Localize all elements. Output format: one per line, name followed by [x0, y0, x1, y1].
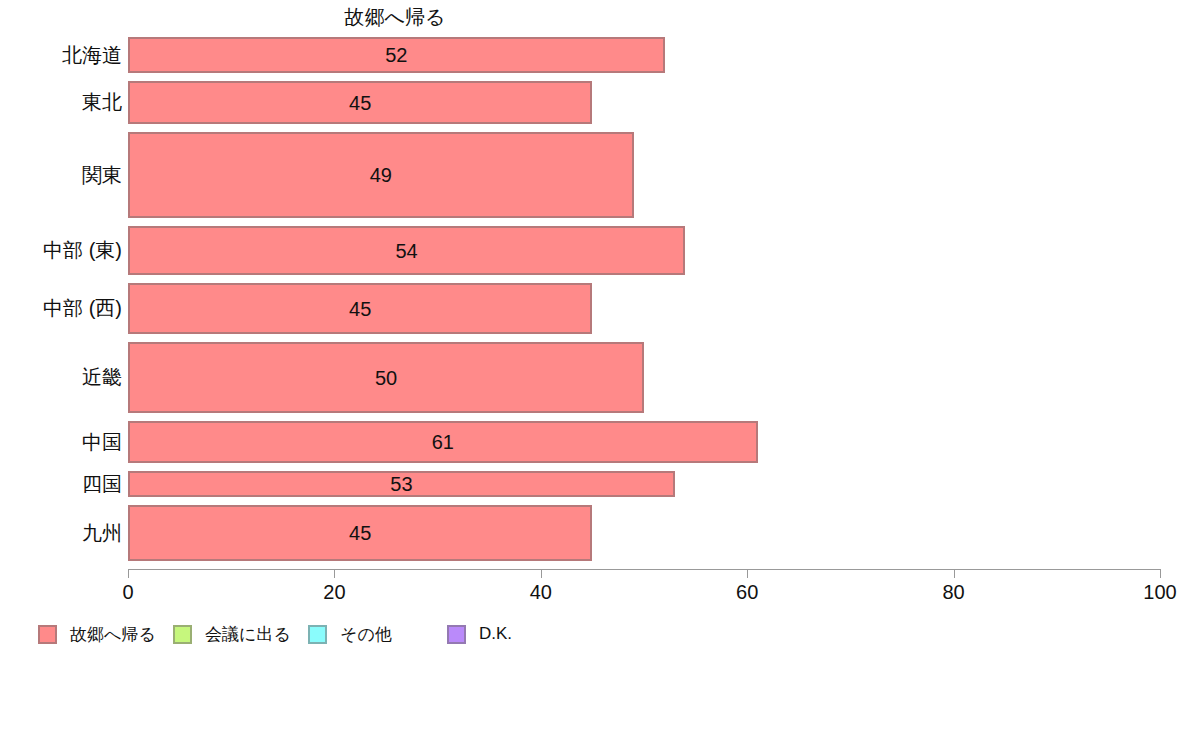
x-axis-tick — [334, 570, 335, 578]
category-label: 中部 (東) — [0, 226, 122, 275]
bar-1: 52 — [128, 37, 665, 73]
legend-item: 会議に出る — [173, 622, 291, 646]
bar-value-label: 53 — [390, 474, 412, 494]
bar-value-label: 49 — [370, 165, 392, 185]
x-axis-tick — [541, 570, 542, 578]
category-label: 九州 — [0, 505, 122, 561]
x-axis-tick-label: 20 — [309, 581, 359, 604]
legend-label: 故郷へ帰る — [70, 623, 156, 646]
legend-item: D.K. — [447, 622, 512, 646]
x-axis-tick — [954, 570, 955, 578]
category-label: 四国 — [0, 471, 122, 497]
legend-item: 故郷へ帰る — [38, 622, 156, 646]
bar-value-label: 61 — [432, 432, 454, 452]
legend-label: その他 — [340, 623, 392, 646]
x-axis-tick-label: 60 — [722, 581, 772, 604]
category-label: 中国 — [0, 421, 122, 463]
category-label: 北海道 — [0, 37, 122, 73]
bar-9: 45 — [128, 505, 592, 561]
bar-3: 49 — [128, 132, 634, 218]
bar-5: 45 — [128, 283, 592, 334]
legend-swatch-icon — [447, 625, 466, 644]
chart-title: 故郷へ帰る — [255, 4, 535, 31]
category-label: 関東 — [0, 132, 122, 218]
bar-value-label: 45 — [349, 299, 371, 319]
x-axis-tick — [128, 570, 129, 578]
x-axis-tick — [747, 570, 748, 578]
x-axis-tick-label: 0 — [103, 581, 153, 604]
category-label: 近畿 — [0, 342, 122, 413]
legend-swatch-icon — [173, 625, 192, 644]
bar-chart: 故郷へ帰る 北海道 52 東北 45 関東 49 中部 (東) 54 中部 (西) 45 近畿 50 中… — [0, 0, 1188, 736]
legend-label: D.K. — [479, 624, 512, 644]
x-axis-line — [128, 569, 1161, 570]
bar-8: 53 — [128, 471, 675, 497]
bar-6: 50 — [128, 342, 644, 413]
x-axis-tick — [1160, 570, 1161, 578]
legend-swatch-icon — [308, 625, 327, 644]
legend-item: その他 — [308, 622, 392, 646]
bar-4: 54 — [128, 226, 685, 275]
bar-value-label: 45 — [349, 523, 371, 543]
bar-7: 61 — [128, 421, 758, 463]
legend-label: 会議に出る — [205, 623, 291, 646]
x-axis-tick-label: 100 — [1135, 581, 1185, 604]
category-label: 東北 — [0, 81, 122, 124]
bar-value-label: 50 — [375, 368, 397, 388]
x-axis-tick-label: 80 — [929, 581, 979, 604]
legend-swatch-icon — [38, 625, 57, 644]
category-label: 中部 (西) — [0, 283, 122, 334]
bar-value-label: 45 — [349, 93, 371, 113]
bar-2: 45 — [128, 81, 592, 124]
bar-value-label: 54 — [396, 241, 418, 261]
x-axis-tick-label: 40 — [516, 581, 566, 604]
bar-value-label: 52 — [385, 45, 407, 65]
